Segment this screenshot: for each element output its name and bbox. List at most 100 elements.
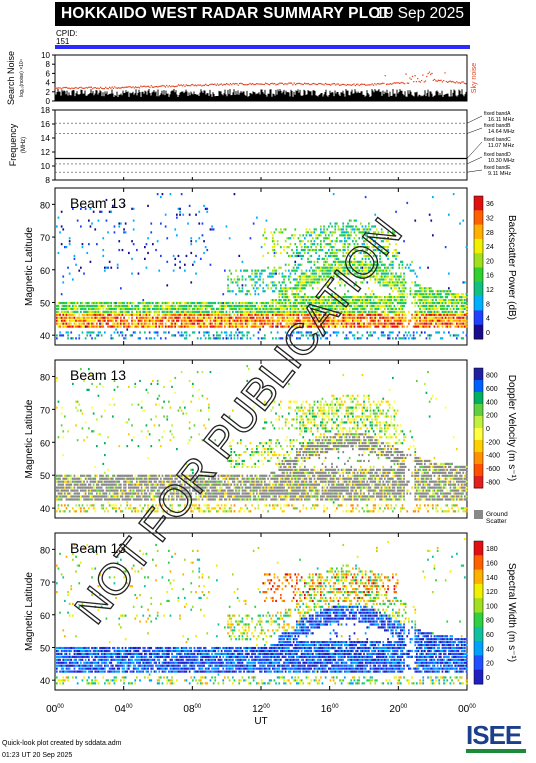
- freq-band-pointer: [466, 169, 483, 173]
- colorbar-tick-label: 20: [486, 661, 494, 668]
- colorbar-swatch: [474, 392, 483, 405]
- colorbar-frame: [473, 367, 484, 489]
- lat-ytick-label: 60: [40, 611, 50, 621]
- lat-ytick-label: 40: [40, 676, 50, 686]
- freq-band-name: fixed bandB: [484, 123, 511, 129]
- colorbar-tick-label: -800: [486, 479, 500, 486]
- colorbar-swatch: [474, 238, 483, 254]
- lat-ytick-label: 50: [40, 643, 50, 653]
- colorbar-swatch: [474, 224, 483, 240]
- colorbar-swatch: [474, 310, 483, 326]
- beam-panel-1: [52, 187, 484, 346]
- ut-tick-label: 0000: [458, 704, 476, 715]
- noise-ytick-label: 6: [46, 69, 51, 78]
- colorbar-swatch: [474, 583, 483, 599]
- footer-credit: Quick-look plot created by sddata.adm: [2, 740, 122, 747]
- lat-ytick-label: 60: [40, 266, 50, 276]
- lat-ytick-label: 70: [40, 405, 50, 415]
- noise-ytick-label: 2: [46, 88, 51, 97]
- lat-ytick-label: 50: [40, 298, 50, 308]
- lat-ytick-label: 60: [40, 438, 50, 448]
- freq-ytick-label: 8: [45, 175, 50, 185]
- colorbar-swatch: [474, 404, 483, 417]
- colorbar-tick-label: 100: [486, 603, 498, 610]
- beam-label: Beam 13: [70, 367, 126, 383]
- freq-band-pointer: [466, 127, 483, 134]
- colorbar-swatch: [474, 669, 483, 685]
- ut-tick-label: 1200: [252, 704, 270, 715]
- colorbar-tick-label: 20: [486, 258, 494, 265]
- colorbar-tick-label: 0: [486, 330, 490, 337]
- colorbar-tick-label: 140: [486, 575, 498, 582]
- freq-band-pointer: [466, 141, 483, 159]
- colorbar-tick-label: -400: [486, 453, 500, 460]
- colorbar-frame: [473, 540, 484, 685]
- footer-timestamp: 01:23 UT 20 Sep 2025: [2, 752, 73, 759]
- lat-ytick-label: 80: [40, 372, 50, 382]
- colorbar-swatch: [474, 452, 483, 465]
- sky-noise-series: [54, 71, 467, 90]
- colorbar-tick-label: 8: [486, 301, 490, 308]
- colorbar-tick-label: 24: [486, 244, 494, 251]
- freq-band-name: fixed bandE: [484, 165, 511, 171]
- lat-ytick-label: 50: [40, 471, 50, 481]
- colorbar-swatch: [474, 281, 483, 297]
- colorbar-swatch: [474, 368, 483, 381]
- colorbar-swatch: [474, 196, 483, 211]
- beam-panel-3: [52, 532, 484, 691]
- lat-ylabel: Magnetic Latitude: [24, 227, 35, 306]
- ground-scatter-label-2: Scatter: [486, 518, 507, 525]
- noise-ytick-label: 4: [46, 79, 51, 88]
- colorbar-tick-label: 800: [486, 373, 498, 380]
- freq-ytick-label: 10: [41, 161, 51, 171]
- colorbar-tick-label: 36: [486, 201, 494, 208]
- beam-panel-2: [52, 359, 484, 519]
- colorbar-tick-label: 0: [486, 426, 490, 433]
- colorbar-swatch: [474, 476, 483, 489]
- colorbar-swatch: [474, 655, 483, 671]
- colorbar-tick-label: 28: [486, 230, 494, 237]
- colorbar-tick-label: 200: [486, 413, 498, 420]
- colorbar: [473, 540, 484, 685]
- colorbar-tick-label: 12: [486, 287, 494, 294]
- colorbar-tick-label: 40: [486, 646, 494, 653]
- noise-floor: [54, 89, 467, 101]
- colorbar-swatch: [474, 296, 483, 311]
- ut-tick-label: 2000: [389, 704, 407, 715]
- colorbar-frame: [473, 195, 484, 340]
- noise-ylabel-sub: log₁₀(noise) ×10⁴: [19, 59, 25, 97]
- freq-ytick-label: 12: [41, 147, 51, 157]
- freq-band-value: 11.07 MHz: [488, 143, 514, 149]
- cpid-label: CPID:: [56, 29, 78, 38]
- freq-ylabel-sub: (MHz): [21, 137, 27, 153]
- colorbar-swatch: [474, 380, 483, 393]
- noise-ytick-label: 8: [46, 60, 51, 69]
- freq-band-name: fixed bandC: [484, 137, 511, 143]
- plot-date: 19 Sep 2025: [376, 5, 464, 22]
- range-time-data: [56, 365, 468, 513]
- freq-ylabel: Frequency: [8, 123, 18, 166]
- beam-label: Beam 13: [70, 195, 126, 211]
- lat-ytick-label: 80: [40, 545, 50, 555]
- freq-frame: [54, 109, 468, 181]
- colorbar-swatch: [474, 440, 483, 453]
- freq-band-pointer: [466, 115, 483, 124]
- lat-ylabel: Magnetic Latitude: [24, 399, 35, 478]
- colorbar-tick-label: -200: [486, 439, 500, 446]
- colorbar-tick-label: 60: [486, 632, 494, 639]
- range-time-data: [56, 193, 468, 340]
- colorbar-tick-label: 0: [486, 675, 490, 682]
- colorbar-swatch: [474, 428, 483, 441]
- colorbar-swatch: [474, 569, 483, 585]
- sky-noise-legend: Sky noise: [471, 63, 478, 93]
- noise-ytick-label: 10: [41, 51, 50, 60]
- freq-band-name: fixed bandA: [484, 111, 511, 117]
- ut-tick-label: 0800: [183, 704, 201, 715]
- ut-tick-label: 0000: [46, 704, 64, 715]
- lat-ytick-label: 80: [40, 200, 50, 210]
- freq-ytick-label: 16: [41, 119, 51, 129]
- freq-band-value: 10.30 MHz: [488, 158, 515, 164]
- logo-text: ISEE: [466, 720, 522, 750]
- freq-band-value: 14.64 MHz: [488, 129, 515, 135]
- freq-band-value: 16.11 MHz: [488, 117, 514, 123]
